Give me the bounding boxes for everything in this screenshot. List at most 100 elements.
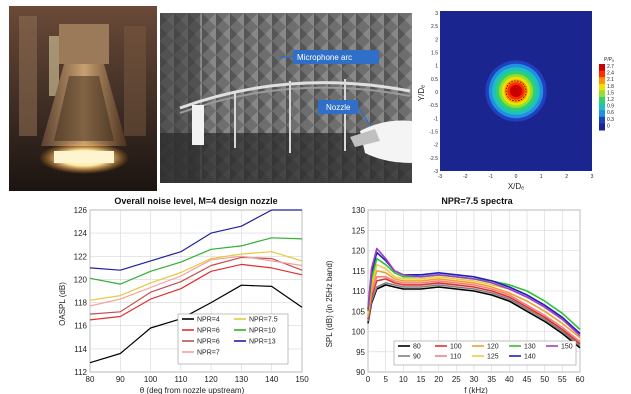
y-tick-label: 115: [352, 267, 365, 276]
x-tick-label: 5: [383, 375, 388, 384]
series-line: [367, 278, 581, 345]
colorbar-tick-label: 0: [607, 123, 610, 129]
x-tick-label: 100: [144, 375, 158, 384]
x-tick-label: 30: [470, 375, 479, 384]
x-tick-label: 110: [175, 375, 188, 384]
legend-entry: 120: [487, 344, 499, 351]
legend-entry: NPR=4: [197, 317, 220, 324]
spectra-chart-svg: NPR=7.5 spectra 0 5 10 15 20 25 30 35 40 45 50 55 60…: [325, 196, 585, 394]
x-tick-label: 140: [265, 375, 279, 384]
x-tick-label: 15: [417, 375, 426, 384]
y-tick-label: 122: [74, 252, 88, 261]
y-tick-label: 118: [74, 299, 87, 308]
engine-test-image: [9, 6, 157, 191]
legend-entry: 80: [413, 344, 421, 351]
series-line: [367, 282, 581, 347]
x-tick-label: 55: [558, 375, 567, 384]
series-line: [89, 263, 303, 321]
colorbar-tick-label: 0.9: [607, 104, 614, 110]
contour-x-ticks: -3 -2 -1 0 1 2 3: [438, 174, 594, 180]
colorbar-swatch: [599, 90, 605, 98]
colorbar-swatch: [599, 70, 605, 78]
spectra-chart: NPR=7.5 spectra 0 5 10 15 20 25 30 35 40 45 50 55 60…: [322, 194, 622, 394]
legend-entry: NPR=7.5: [249, 317, 278, 324]
colorbar-swatch: [599, 103, 605, 111]
legend-entry: 125: [487, 354, 499, 361]
colorbar-swatch: [599, 97, 605, 105]
legend-entry: 90: [413, 354, 421, 361]
contour-x-tick-label: 2: [565, 174, 568, 180]
spectra-x-ticks: 0 5 10 15 20 25 30 35 40 45 50 55 60: [366, 375, 585, 384]
legend-box: [177, 313, 289, 365]
contour-x-tick-label: 3: [591, 174, 594, 180]
anechoic-chamber-image: Microphone arc Nozzle: [160, 13, 412, 183]
series-line: [89, 237, 303, 285]
oaspl-y-label: OASPL (dB): [58, 282, 67, 326]
contour-y-tick-label: -2: [434, 143, 439, 149]
colorbar-tick-label: 2.4: [607, 71, 614, 77]
x-tick-label: 90: [116, 375, 125, 384]
series-line: [367, 270, 581, 339]
x-tick-label: 25: [452, 375, 461, 384]
y-tick-label: 112: [74, 368, 87, 377]
contour-y-tick-label: 2: [435, 37, 438, 43]
colorbar-tick-label: 0.3: [607, 117, 614, 123]
nozzle-label: Nozzle: [326, 103, 351, 112]
colorbar-tick-label: 2.7: [607, 64, 614, 70]
x-tick-label: 40: [505, 375, 514, 384]
contour-y-tick-label: -1: [434, 116, 439, 122]
oaspl-chart: Overall noise level, M=4 design nozzle 8…: [58, 194, 314, 394]
oaspl-chart-title: Overall noise level, M=4 design nozzle: [114, 196, 277, 206]
y-tick-label: 95: [356, 348, 365, 357]
pressure-contour-svg: -3 -2 -1 0 1 2 3 3 2.5 2 1.5 1 0.5 0 -0.5 -1 -1.5 -2 -2.5…: [418, 11, 614, 191]
y-tick-label: 124: [74, 229, 88, 238]
series-line: [367, 284, 581, 349]
x-tick-label: 120: [204, 375, 218, 384]
colorbar-swatch: [599, 123, 605, 131]
contour-y-tick-label: -0.5: [429, 103, 438, 109]
series-line: [367, 251, 581, 335]
y-tick-label: 120: [74, 275, 88, 284]
colorbar-tick-label: 2.1: [607, 77, 614, 83]
legend-entry: 100: [450, 344, 462, 351]
spectra-y-label: SPL (dB) (in 25Hz band): [325, 260, 334, 347]
legend-entry: NPR=6: [197, 328, 220, 335]
series-line: [367, 276, 581, 343]
colorbar-tick-label: 1.5: [607, 90, 614, 96]
x-tick-label: 0: [366, 375, 371, 384]
x-tick-label: 45: [523, 375, 532, 384]
legend-entry: NPR=10: [249, 328, 276, 335]
contour-y-tick-label: -1.5: [429, 130, 438, 136]
x-tick-label: 60: [576, 375, 585, 384]
colorbar-swatch: [599, 116, 605, 124]
legend-entry: 150: [561, 344, 573, 351]
y-tick-label: 110: [352, 287, 365, 296]
y-tick-label: 126: [74, 206, 88, 215]
y-tick-label: 105: [352, 307, 366, 316]
contour-y-tick-label: 1.5: [431, 51, 438, 57]
contour-y-tick-label: 2.5: [431, 24, 438, 30]
oaspl-legend: NPR=4 NPR=6 NPR=6 NPR=7 NPR=7.5 NPR=10 NPR=13: [177, 313, 289, 365]
microphone-arc-callout: [293, 50, 379, 64]
spectra-y-ticks: 90 95 100 105 110 115 120 125 130: [352, 206, 366, 377]
series-line: [89, 251, 303, 301]
nozzle-callout: [318, 100, 358, 114]
contour-colorbar: 2.72.42.11.81.51.20.90.60.30: [599, 64, 614, 131]
colorbar-swatch: [599, 83, 605, 91]
x-tick-label: 150: [295, 375, 309, 384]
x-tick-label: 35: [487, 375, 496, 384]
colorbar-label: P/Pₐ: [604, 57, 614, 63]
contour-y-tick-label: 0.5: [431, 77, 438, 83]
y-tick-label: 130: [352, 206, 366, 215]
series-line: [89, 255, 303, 307]
legend-box: [393, 340, 577, 366]
contour-x-tick-label: -3: [438, 174, 443, 180]
anechoic-chamber-photo: Microphone arc Nozzle: [160, 13, 412, 183]
legend-entry: 130: [524, 344, 536, 351]
oaspl-x-ticks: 80 90 100 110 120 130 140 150: [86, 375, 310, 384]
contour-y-label: Y/Dₑ: [418, 85, 426, 101]
series-line: [367, 247, 581, 337]
oaspl-y-ticks: 112 114 116 118 120 122 124 126: [74, 206, 88, 377]
contour-y-tick-label: -3: [434, 169, 439, 175]
y-tick-label: 125: [352, 226, 366, 235]
